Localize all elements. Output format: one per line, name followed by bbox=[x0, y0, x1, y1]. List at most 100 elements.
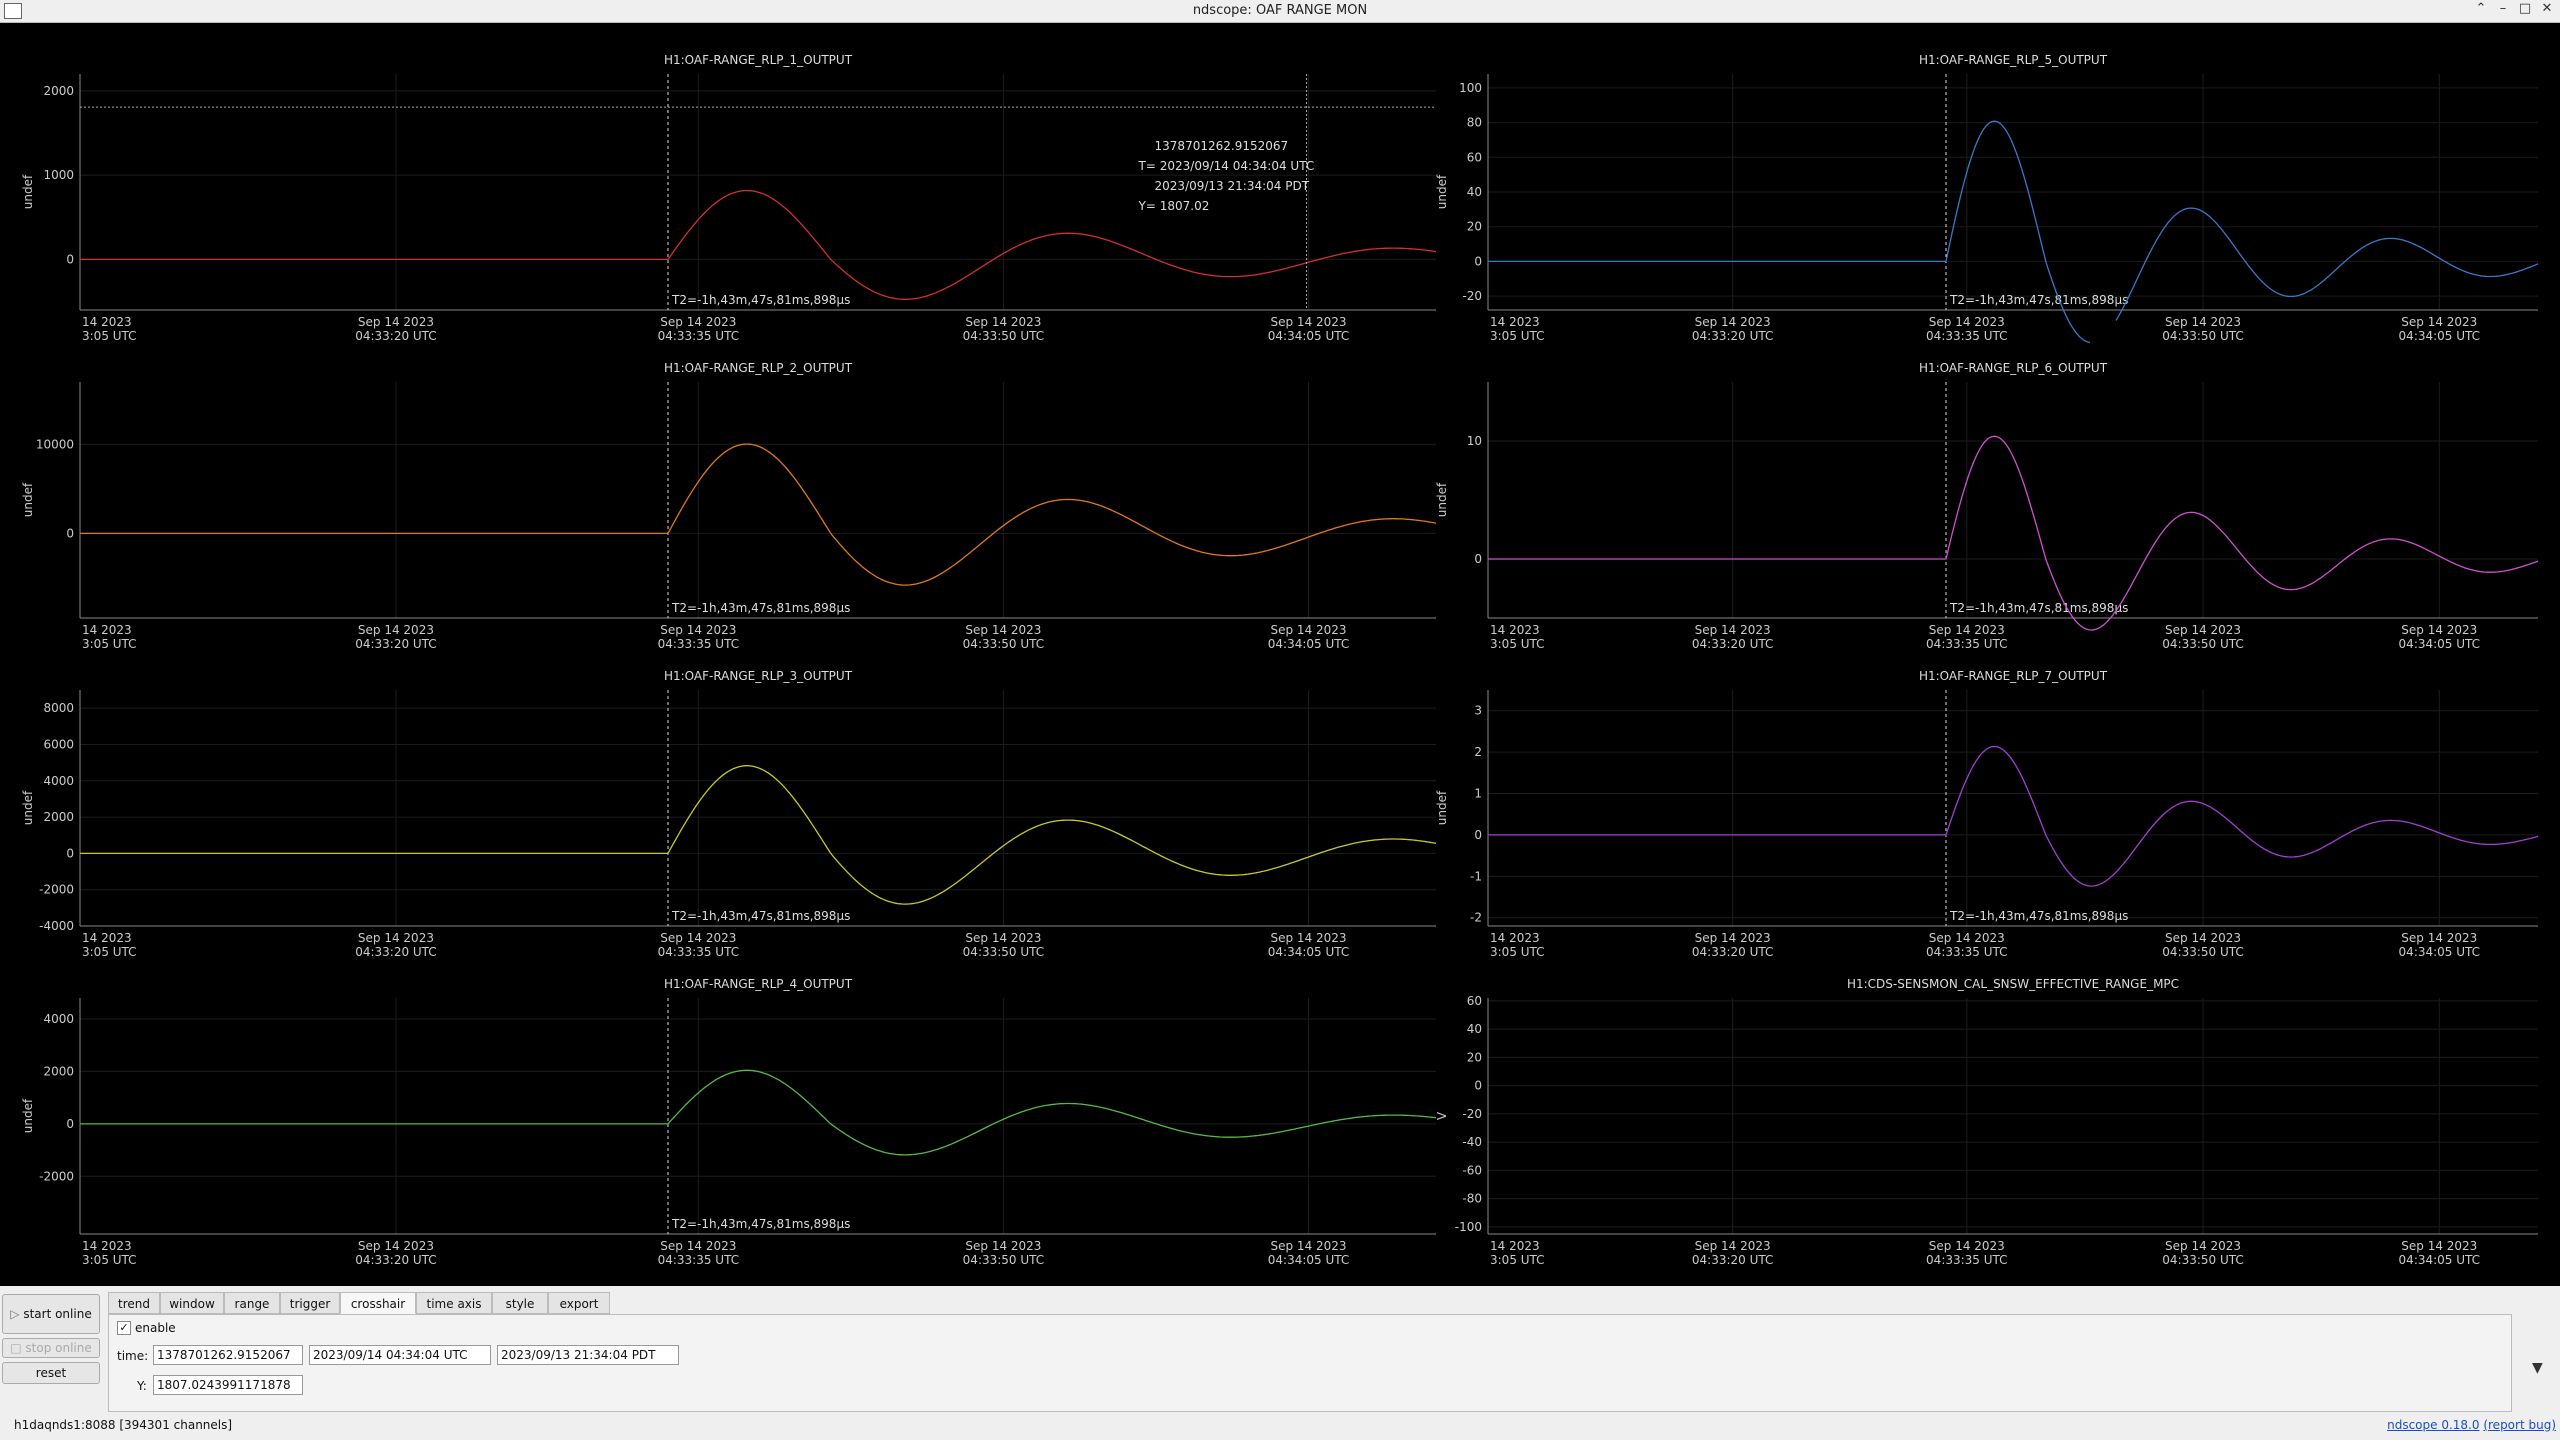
x-tick-label: Sep 14 2023 bbox=[1929, 623, 2005, 637]
y-axis-label: undef bbox=[1435, 482, 1449, 517]
x-tick-label: Sep 14 2023 bbox=[2401, 315, 2477, 329]
x-tick-label: 04:34:05 UTC bbox=[1268, 1253, 1350, 1267]
t2-label: T2=-1h,43m,47s,81ms,898µs bbox=[671, 293, 850, 307]
x-tick-label: Sep 14 2023 bbox=[1929, 1239, 2005, 1253]
x-tick-label: 04:33:35 UTC bbox=[658, 1253, 740, 1267]
series-line bbox=[1488, 120, 2091, 344]
plot-panel: H1:CDS-SENSMON_CAL_SNSW_EFFECTIVE_RANGE_… bbox=[1435, 977, 2538, 1267]
enable-label: enable bbox=[135, 1321, 176, 1335]
y-axis-label: undef bbox=[21, 1098, 35, 1133]
x-tick-label: 04:33:35 UTC bbox=[658, 945, 740, 959]
report-bug-link[interactable]: (report bug) bbox=[2483, 1418, 2556, 1432]
x-tick-label: Sep 14 2023 bbox=[2401, 931, 2477, 945]
y-tick-label: 2 bbox=[1474, 745, 1482, 759]
x-tick-label: 04:33:20 UTC bbox=[355, 1253, 437, 1267]
x-tick-label: 04:33:35 UTC bbox=[1926, 1253, 2008, 1267]
x-tick-label: 14 2023 bbox=[1490, 1239, 1540, 1253]
x-tick-label: Sep 14 2023 bbox=[660, 315, 736, 329]
app-icon bbox=[4, 3, 22, 19]
enable-checkbox[interactable]: ✓ bbox=[117, 1321, 131, 1335]
y-tick-label: -2 bbox=[1470, 911, 1482, 925]
time-gps-field[interactable]: 1378701262.9152067 bbox=[153, 1345, 303, 1365]
y-axis-label: undef bbox=[21, 482, 35, 517]
x-tick-label: 04:33:35 UTC bbox=[658, 637, 740, 651]
x-tick-label: 04:33:35 UTC bbox=[658, 329, 740, 343]
y-tick-label: 0 bbox=[66, 252, 74, 266]
x-tick-label: 04:33:50 UTC bbox=[2162, 329, 2244, 343]
y-tick-label: 2000 bbox=[43, 1064, 74, 1078]
play-icon: ▷ bbox=[10, 1307, 24, 1321]
server-status: h1daqnds1:8088 [394301 channels] bbox=[14, 1418, 233, 1432]
y-tick-label: 2000 bbox=[43, 810, 74, 824]
y-tick-label: 80 bbox=[1467, 116, 1482, 130]
plot-title: H1:OAF-RANGE_RLP_7_OUTPUT bbox=[1919, 669, 2108, 683]
tab-time-axis[interactable]: time axis bbox=[416, 1292, 492, 1314]
y-tick-label: 40 bbox=[1467, 1022, 1482, 1036]
y-tick-label: 4000 bbox=[43, 774, 74, 788]
x-tick-label: 04:33:35 UTC bbox=[1926, 945, 2008, 959]
x-tick-label: 04:33:50 UTC bbox=[2162, 637, 2244, 651]
version-link[interactable]: ndscope 0.18.0 bbox=[2387, 1418, 2480, 1432]
x-tick-label: Sep 14 2023 bbox=[660, 623, 736, 637]
expand-icon[interactable]: ▼ bbox=[2532, 1360, 2543, 1376]
x-tick-label: 3:05 UTC bbox=[82, 1253, 137, 1267]
t2-label: T2=-1h,43m,47s,81ms,898µs bbox=[1949, 293, 2128, 307]
y-axis-label: V bbox=[1435, 1111, 1449, 1120]
y-tick-label: -2000 bbox=[39, 1169, 74, 1183]
y-tick-label: 10 bbox=[1467, 434, 1482, 448]
time-utc-field[interactable]: 2023/09/14 04:34:04 UTC bbox=[309, 1345, 491, 1365]
keep-above-icon[interactable]: ⌃ bbox=[2475, 1, 2487, 16]
series-line bbox=[80, 443, 1437, 586]
x-tick-label: 04:33:50 UTC bbox=[2162, 1253, 2244, 1267]
x-tick-label: 04:34:05 UTC bbox=[2399, 945, 2481, 959]
x-tick-label: 3:05 UTC bbox=[1490, 637, 1545, 651]
y-tick-label: 20 bbox=[1467, 220, 1482, 234]
x-tick-label: Sep 14 2023 bbox=[1929, 931, 2005, 945]
tab-window[interactable]: window bbox=[160, 1292, 224, 1314]
y-tick-label: 0 bbox=[1474, 828, 1482, 842]
x-tick-label: Sep 14 2023 bbox=[1271, 623, 1347, 637]
crosshair-y: Y= 1807.02 bbox=[1138, 199, 1210, 213]
x-tick-label: 04:34:05 UTC bbox=[1268, 329, 1350, 343]
tab-trigger[interactable]: trigger bbox=[280, 1292, 340, 1314]
y-tick-label: 60 bbox=[1467, 150, 1482, 164]
maximize-icon[interactable]: □ bbox=[2518, 1, 2532, 16]
x-tick-label: Sep 14 2023 bbox=[965, 623, 1041, 637]
y-tick-label: 8000 bbox=[43, 701, 74, 715]
y-tick-label: -20 bbox=[1462, 289, 1482, 303]
y-tick-label: 0 bbox=[66, 1117, 74, 1131]
x-tick-label: Sep 14 2023 bbox=[2401, 623, 2477, 637]
series-line bbox=[1488, 435, 2539, 631]
crosshair-panel: ✓ enable time: 1378701262.9152067 2023/0… bbox=[108, 1314, 2512, 1412]
y-tick-label: 4000 bbox=[43, 1012, 74, 1026]
close-icon[interactable]: ✕ bbox=[2541, 1, 2553, 16]
x-tick-label: 14 2023 bbox=[82, 315, 132, 329]
y-tick-label: -40 bbox=[1462, 1135, 1482, 1149]
status-bar: h1daqnds1:8088 [394301 channels] ndscope… bbox=[0, 1412, 2560, 1440]
time-pdt-field[interactable]: 2023/09/13 21:34:04 PDT bbox=[497, 1345, 679, 1365]
tab-range[interactable]: range bbox=[224, 1292, 280, 1314]
x-tick-label: 14 2023 bbox=[82, 1239, 132, 1253]
y-tick-label: 0 bbox=[1474, 552, 1482, 566]
y-value-field[interactable]: 1807.0243991171878 bbox=[153, 1375, 303, 1395]
x-tick-label: Sep 14 2023 bbox=[1929, 315, 2005, 329]
y-tick-label: 0 bbox=[66, 526, 74, 540]
reset-button[interactable]: reset bbox=[2, 1362, 100, 1384]
y-tick-label: 6000 bbox=[43, 737, 74, 751]
x-tick-label: Sep 14 2023 bbox=[358, 1239, 434, 1253]
stop-online-button: □ stop online bbox=[2, 1338, 100, 1358]
x-tick-label: Sep 14 2023 bbox=[1271, 1239, 1347, 1253]
tab-trend[interactable]: trend bbox=[108, 1292, 160, 1314]
tab-crosshair[interactable]: crosshair bbox=[340, 1292, 416, 1314]
x-tick-label: Sep 14 2023 bbox=[965, 931, 1041, 945]
minimize-icon[interactable]: – bbox=[2499, 1, 2507, 16]
tab-style[interactable]: style bbox=[492, 1292, 548, 1314]
x-tick-label: 3:05 UTC bbox=[1490, 945, 1545, 959]
x-tick-label: 3:05 UTC bbox=[82, 637, 137, 651]
plot-title: H1:CDS-SENSMON_CAL_SNSW_EFFECTIVE_RANGE_… bbox=[1847, 977, 2179, 991]
start-online-button[interactable]: ▷ start online bbox=[2, 1294, 100, 1334]
tab-export[interactable]: export bbox=[548, 1292, 610, 1314]
